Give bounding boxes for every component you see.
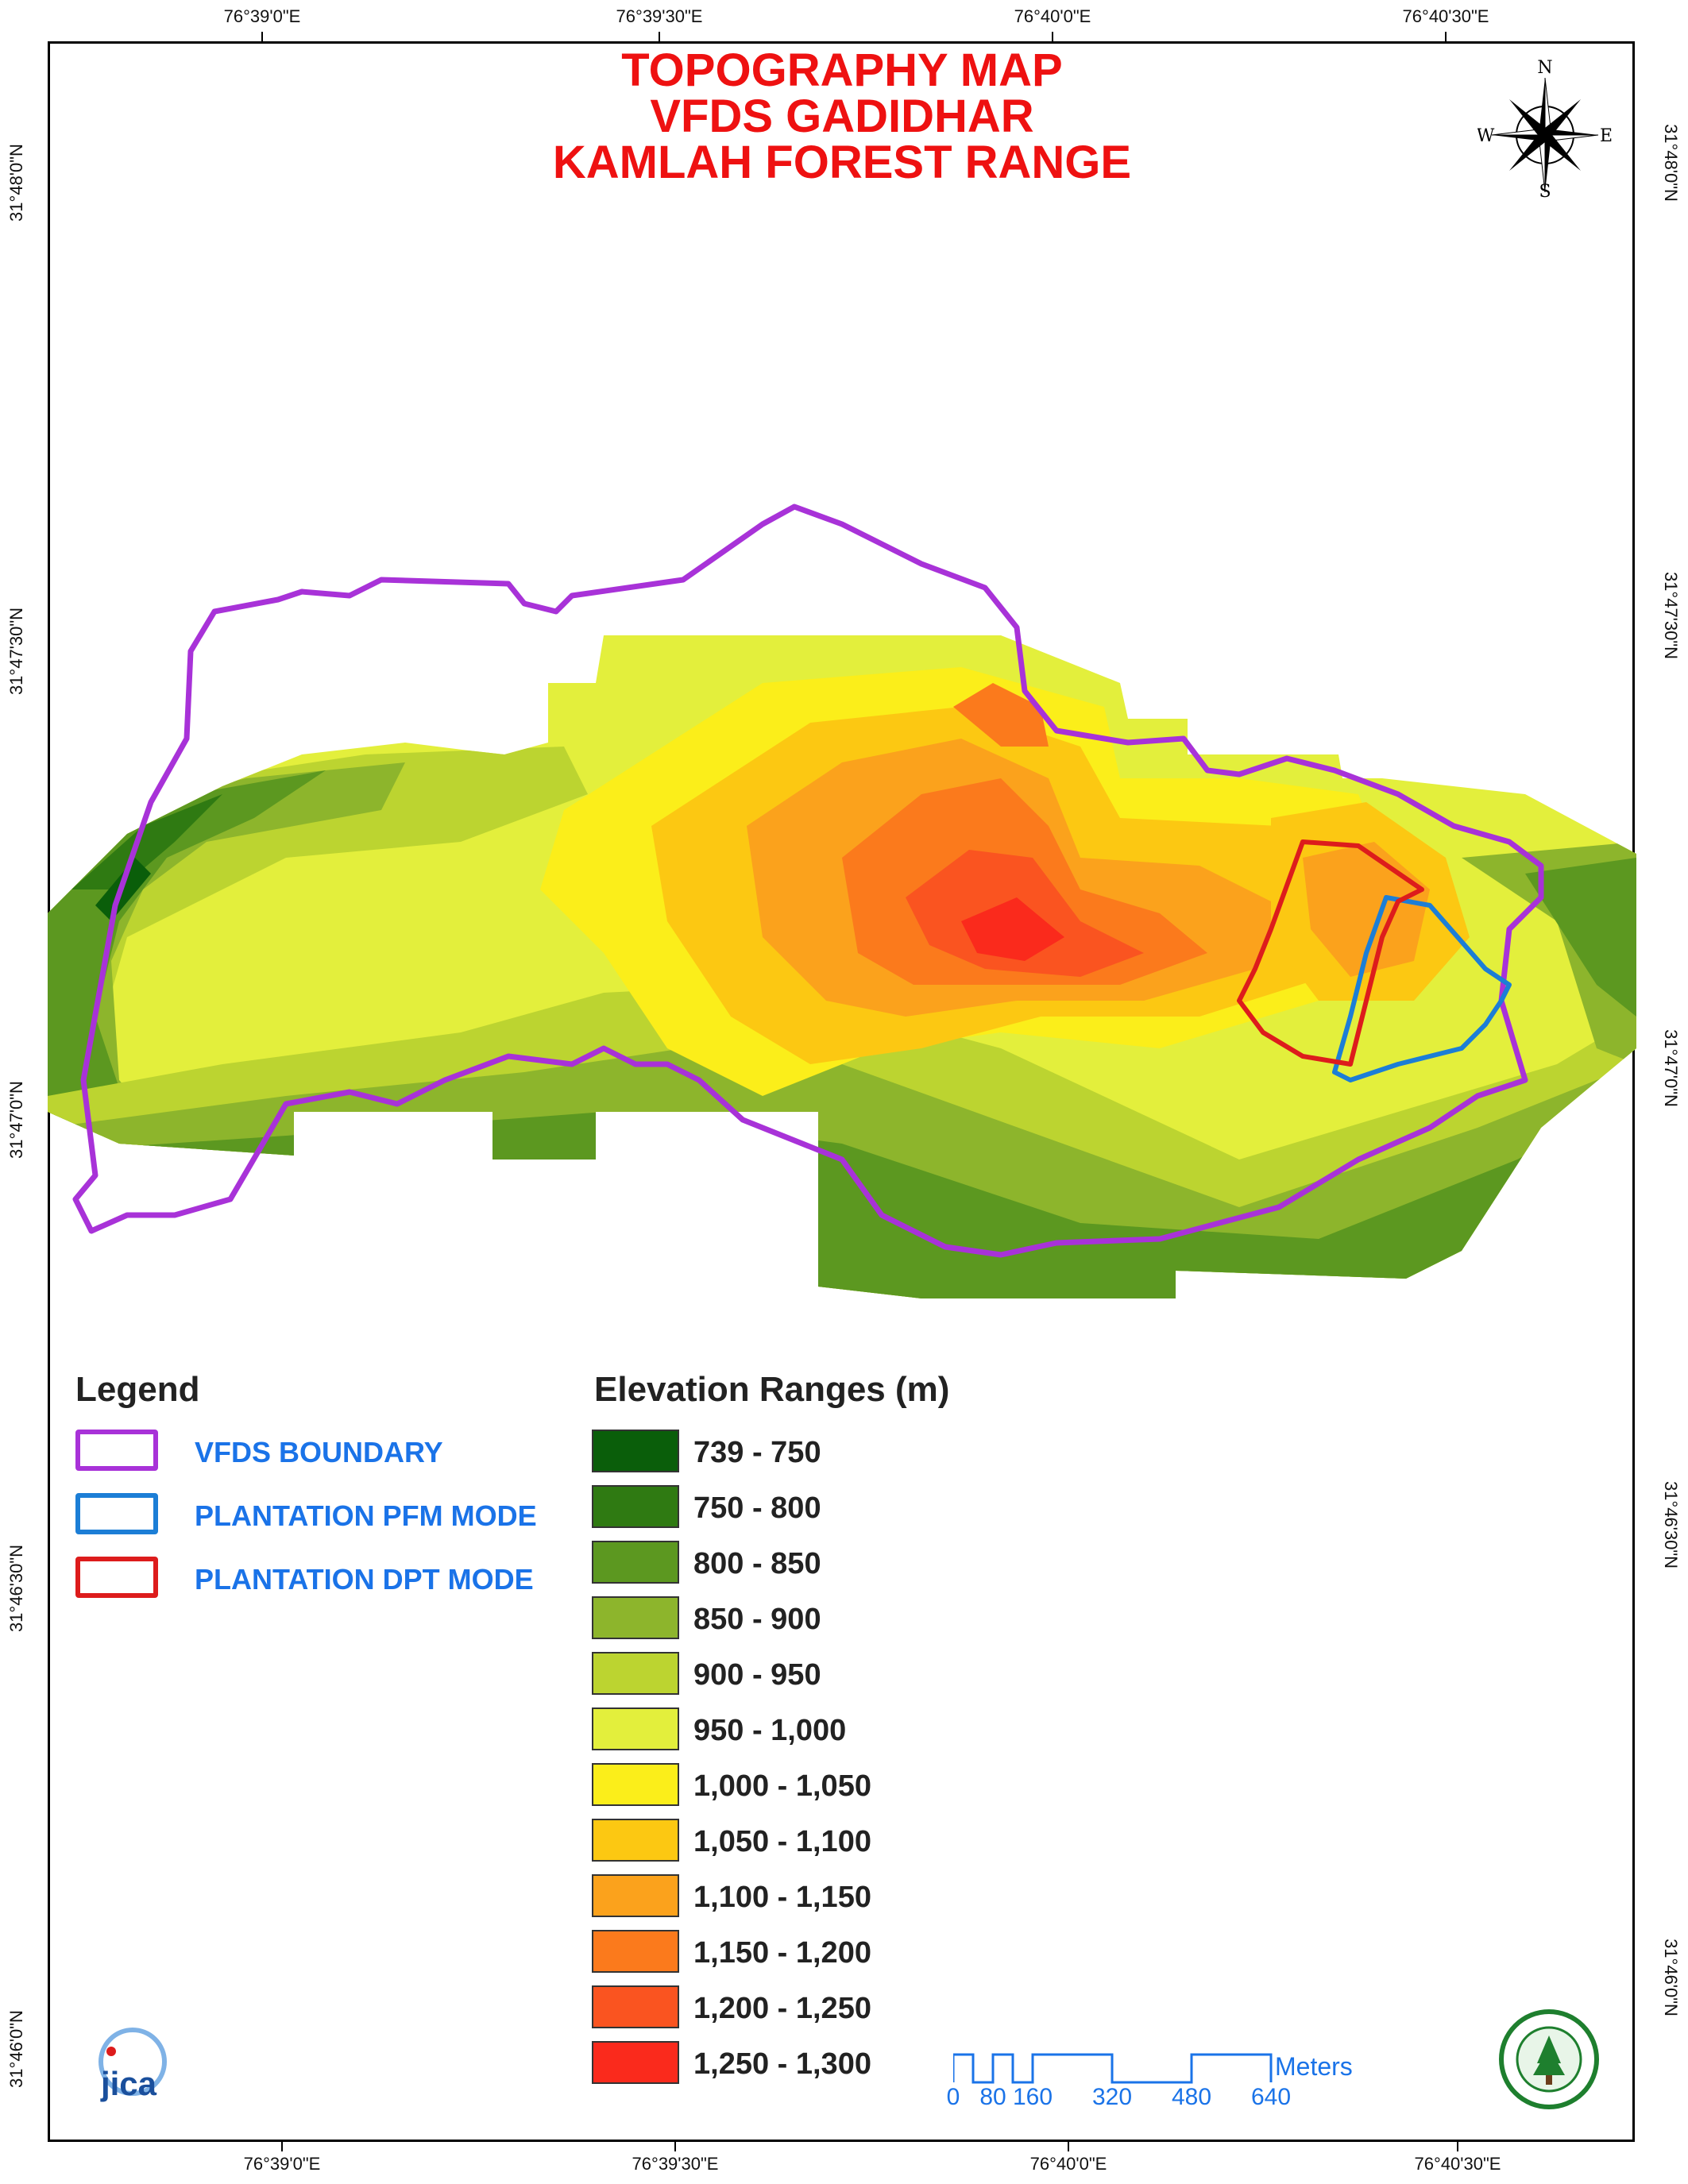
forest-department-seal-icon [1499, 2009, 1599, 2109]
elevation-band-800 [1525, 858, 1636, 1017]
elevation-swatch [592, 1930, 679, 1973]
elevation-swatch [592, 1541, 679, 1584]
elevation-swatch [592, 1819, 679, 1862]
scale-label-0: 0 [946, 2084, 960, 2110]
tick [281, 2142, 283, 2151]
coord-right-1: 31°48'0"N [1661, 124, 1681, 202]
elevation-swatch [592, 1485, 679, 1528]
coord-top-2: 76°39'30"E [616, 6, 703, 26]
tick [674, 2142, 676, 2151]
elevation-range-label: 850 - 900 [693, 1603, 821, 1636]
elevation-range-label: 1,150 - 1,200 [693, 1936, 871, 1970]
plantation-dpt-boundary [1237, 839, 1424, 1067]
tick [261, 32, 263, 41]
elevation-swatch [592, 1652, 679, 1695]
tick [1457, 2142, 1458, 2151]
coord-top-1: 76°39'0"E [223, 6, 301, 26]
legend-label-pfm: PLANTATION PFM MODE [195, 1499, 537, 1532]
title-line-2: VFDS GADIDHAR [650, 91, 1034, 142]
legend-title: Legend [75, 1370, 200, 1409]
compass-n: N [1537, 58, 1552, 78]
plantation-pfm-boundary [1332, 895, 1512, 1082]
elevation-title: Elevation Ranges (m) [594, 1370, 950, 1409]
scale-label-640: 640 [1250, 2084, 1292, 2110]
legend-label-dpt: PLANTATION DPT MODE [195, 1563, 534, 1596]
compass-e: E [1600, 126, 1613, 146]
elevation-band-750 [71, 794, 222, 889]
title-line-3: KAMLAH FOREST RANGE [552, 137, 1132, 188]
coord-right-4: 31°46'30"N [1661, 1480, 1681, 1569]
tick [1068, 2142, 1069, 2151]
scale-label-80: 80 [979, 2084, 1006, 2110]
coord-bottom-2: 76°39'30"E [632, 2154, 719, 2174]
scale-bar-graphic [952, 2053, 1273, 2084]
elevation-range-label: 950 - 1,000 [693, 1714, 847, 1747]
legend-label-vfds: VFDS BOUNDARY [195, 1436, 443, 1468]
legend-swatch-dpt [75, 1557, 158, 1598]
scale-unit: Meters [1275, 2052, 1353, 2081]
coord-top-4: 76°40'30"E [1402, 6, 1489, 26]
elevation-band-1250 [961, 897, 1064, 961]
vfds-boundary [72, 504, 1544, 1258]
coord-left-5: 31°46'0"N [6, 2010, 26, 2088]
coord-bottom-3: 76°40'0"E [1029, 2154, 1107, 2174]
scale-label-160: 160 [1012, 2084, 1053, 2110]
elevation-range-label: 1,050 - 1,100 [693, 1825, 871, 1858]
elevation-range-label: 900 - 950 [693, 1658, 821, 1692]
elevation-swatch [592, 1707, 679, 1750]
elevation-band-1150 [953, 683, 1049, 747]
title-line-1: TOPOGRAPHY MAP [621, 44, 1063, 96]
coord-left-4: 31°46'30"N [6, 1544, 26, 1633]
elevation-range-label: 750 - 800 [693, 1491, 821, 1525]
topography-map [48, 504, 1636, 1298]
elevation-swatch [592, 2041, 679, 2084]
elevation-swatch [592, 1874, 679, 1917]
elevation-swatch [592, 1596, 679, 1639]
coord-right-3: 31°47'0"N [1661, 1029, 1681, 1107]
tick [659, 32, 660, 41]
coord-top-3: 76°40'0"E [1014, 6, 1091, 26]
coord-bottom-4: 76°40'30"E [1414, 2154, 1501, 2174]
coord-left-2: 31°47'30"N [6, 607, 26, 696]
coord-left-3: 31°47'0"N [6, 1081, 26, 1159]
coord-right-2: 31°47'30"N [1661, 571, 1681, 660]
tick [1445, 32, 1447, 41]
elevation-range-label: 800 - 850 [693, 1547, 821, 1580]
map-title: TOPOGRAPHY MAP VFDS GADIDHAR KAMLAH FORE… [445, 48, 1239, 186]
jica-logo-icon: jica [98, 2028, 167, 2102]
compass-w: W [1477, 126, 1495, 146]
coord-right-5: 31°46'0"N [1661, 1939, 1681, 2016]
scale-label-320: 320 [1091, 2084, 1133, 2110]
elevation-swatch [592, 1763, 679, 1806]
legend-swatch-vfds [75, 1430, 158, 1471]
elevation-swatch [592, 1430, 679, 1472]
legend-swatch-pfm [75, 1493, 158, 1534]
elevation-range-label: 1,100 - 1,150 [693, 1881, 871, 1914]
elevation-range-label: 1,250 - 1,300 [693, 2047, 871, 2081]
svg-text:jica: jica [100, 2065, 157, 2102]
scale-label-480: 480 [1171, 2084, 1212, 2110]
scale-bar: 0 80 160 320 480 640 Meters [947, 2051, 1366, 2114]
elevation-range-label: 1,200 - 1,250 [693, 1992, 871, 2025]
coord-bottom-1: 76°39'0"E [243, 2154, 321, 2174]
elevation-range-label: 1,000 - 1,050 [693, 1769, 871, 1803]
elevation-swatch [592, 1985, 679, 2028]
elevation-range-label: 739 - 750 [693, 1436, 821, 1469]
coord-left-1: 31°48'0"N [6, 144, 26, 222]
compass-rose-icon: N S W E [1477, 58, 1613, 199]
tick [1052, 32, 1053, 41]
